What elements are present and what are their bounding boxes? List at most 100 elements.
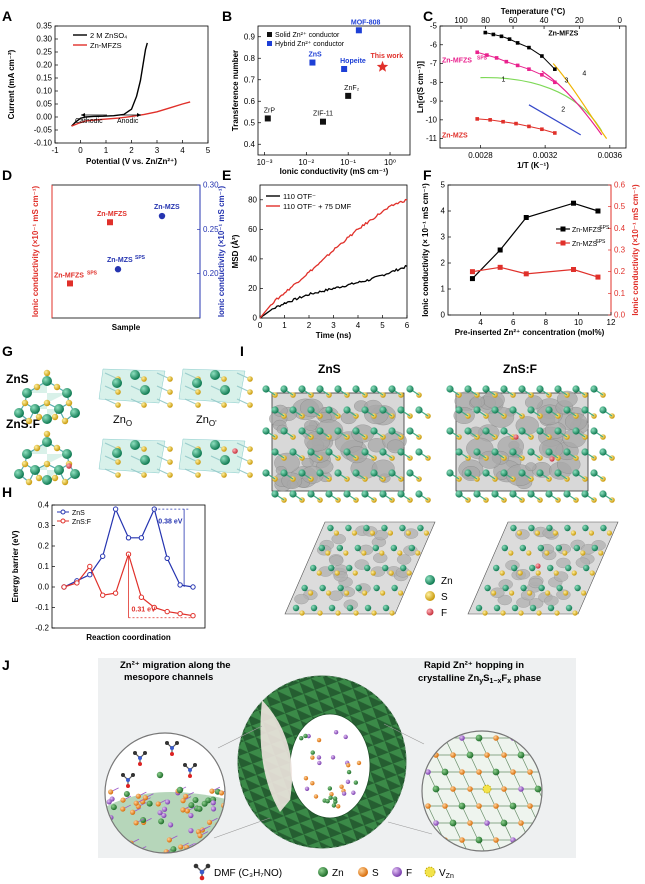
atom — [509, 802, 517, 810]
zn-ion — [176, 786, 184, 794]
zinc-atom — [352, 469, 360, 477]
sulfur-atom — [221, 446, 227, 452]
zinc-atom — [500, 385, 508, 393]
sulfur-atom — [352, 570, 358, 576]
zinc-atom — [22, 388, 32, 398]
zinc-atom — [388, 427, 396, 435]
zinc-atom — [42, 376, 52, 386]
zinc-atom — [364, 604, 372, 612]
isosurface-blob — [528, 577, 543, 589]
sulfur-atom — [499, 570, 505, 576]
sulfur-atom — [167, 459, 173, 465]
sulfur-atom — [61, 417, 69, 425]
data-point — [475, 117, 479, 121]
dmf-icon — [193, 863, 211, 881]
zinc-atom — [455, 490, 463, 498]
zinc-atom — [328, 604, 336, 612]
sulfur-atom — [221, 376, 227, 382]
sulfur-atom — [33, 444, 41, 452]
zinc-atom — [310, 604, 318, 612]
legend-label: ZnS:F — [72, 519, 91, 526]
sps-sup: SPS — [599, 225, 610, 231]
zinc-atom — [316, 427, 324, 435]
zno-prime-site — [178, 368, 253, 478]
atom — [450, 752, 456, 758]
zinc-atom — [346, 564, 353, 572]
point-label: MOF-808 — [351, 19, 381, 26]
legend-label: Zn-MFZS — [90, 41, 122, 50]
zn-vacancy — [482, 784, 492, 794]
data-point — [112, 590, 119, 596]
data-point — [540, 127, 544, 132]
isosurface-blob — [304, 420, 318, 431]
y-tick-label: 0 — [253, 314, 258, 323]
zinc-atom — [352, 385, 360, 393]
zinc-atom — [399, 524, 406, 532]
ion — [316, 755, 322, 760]
lattice-bond — [478, 805, 488, 824]
zinc-atom — [572, 385, 580, 393]
zinc-atom — [520, 584, 527, 592]
x-tick-label: 6 — [405, 321, 410, 330]
data-point — [100, 553, 106, 559]
atom — [188, 802, 195, 809]
y-tick-label: 0.15 — [36, 74, 52, 83]
sulfur-atom — [570, 530, 577, 536]
zinc-atom — [14, 408, 24, 418]
x-tick-label: 3 — [155, 146, 160, 155]
sulfur-atom — [115, 402, 121, 408]
ion — [328, 795, 333, 800]
data-point — [125, 535, 132, 541]
zinc-atom — [382, 564, 389, 572]
sulfur-atom — [388, 570, 394, 576]
lattice-bond — [435, 754, 445, 773]
y-tick-label: 0.35 — [36, 22, 52, 31]
sulfur-atom — [500, 610, 506, 616]
atom — [449, 819, 457, 827]
zinc-atom — [572, 427, 580, 435]
zinc-atom — [519, 544, 527, 552]
isosurface-blob — [329, 555, 344, 566]
point-label: ZnS — [308, 52, 322, 59]
atom — [161, 806, 168, 812]
isosurface-blob — [304, 430, 331, 452]
sulfur-atom — [141, 402, 147, 408]
y-tick-label: 2 — [441, 259, 446, 268]
atom — [425, 803, 431, 809]
atom — [518, 820, 524, 826]
isosurface-blob — [525, 462, 537, 472]
lattice-bond — [452, 754, 462, 773]
ion — [330, 755, 336, 760]
legend-vzn-dot — [424, 866, 436, 878]
zinc-atom — [345, 524, 352, 532]
zinc-atom — [563, 448, 571, 456]
lattice-bond — [486, 822, 496, 841]
zinc-atom — [210, 370, 220, 380]
zinc-atom — [298, 427, 306, 435]
data-point — [515, 41, 520, 45]
sulfur-atom — [141, 376, 147, 382]
atom — [518, 786, 524, 792]
znsf-supercell — [446, 385, 615, 503]
ion — [310, 781, 315, 786]
legend-vzn-label: VZn — [439, 868, 454, 880]
atom — [206, 819, 213, 825]
ion — [304, 786, 310, 791]
zinc-atom — [112, 378, 122, 388]
zinc-atom — [574, 584, 581, 592]
zinc-atom — [537, 544, 545, 552]
atom — [188, 828, 194, 834]
x-tick-label: 12 — [607, 318, 616, 327]
data-point — [497, 264, 503, 270]
zinc-atom — [501, 544, 509, 552]
sulfur-atom — [545, 590, 551, 596]
sulfur-atom — [581, 590, 587, 596]
sulfur-atom — [61, 478, 69, 486]
data-point — [67, 280, 73, 287]
series-line-2 — [472, 266, 599, 278]
sulfur-atom — [35, 413, 43, 421]
sulfur-atom — [167, 472, 173, 478]
zinc-atom — [130, 440, 140, 450]
zinc-atom — [372, 544, 380, 552]
